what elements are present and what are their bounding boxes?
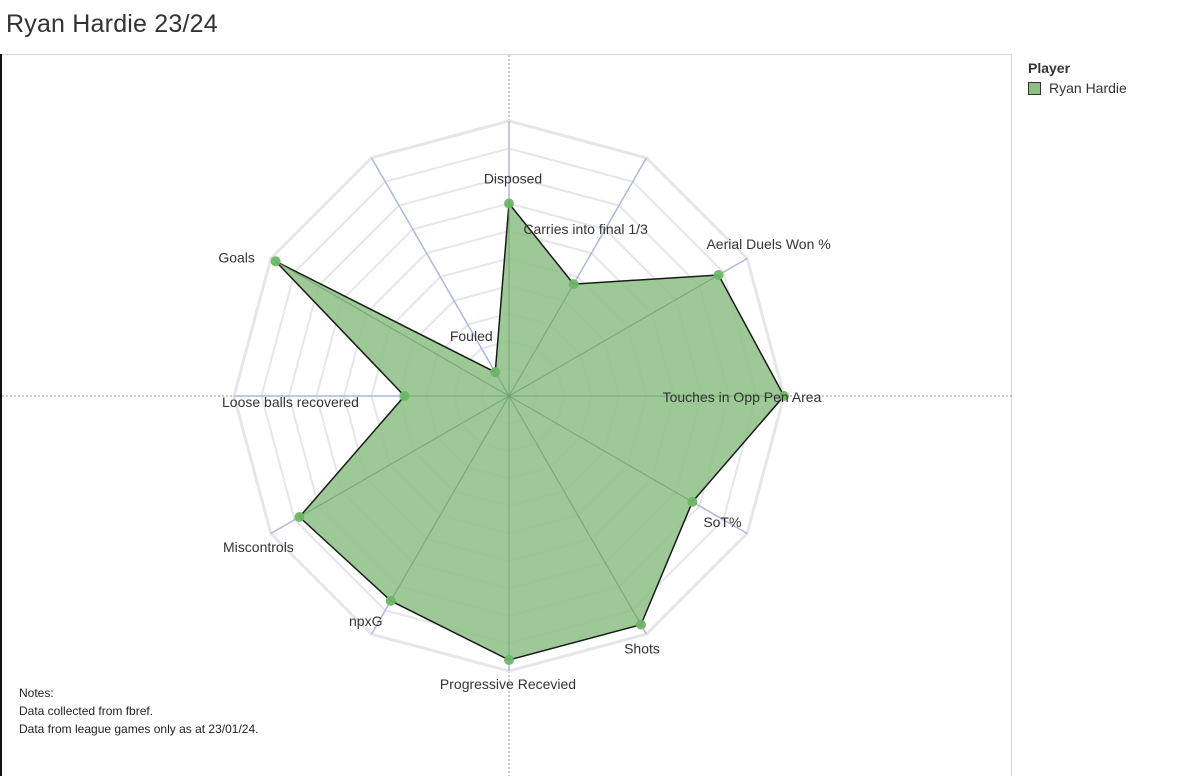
data-point	[294, 512, 305, 522]
series-spoke	[508, 283, 575, 397]
radar-series	[270, 198, 789, 665]
series-spoke	[299, 395, 510, 518]
axis-label: Progressive Recevied	[440, 676, 576, 692]
data-point	[713, 270, 724, 280]
series-spoke	[508, 395, 693, 503]
axis-label: Fouled	[450, 328, 493, 344]
data-point	[779, 391, 789, 401]
data-point	[504, 655, 514, 665]
notes-heading: Notes:	[19, 686, 54, 700]
data-point	[504, 198, 514, 209]
legend-swatch	[1028, 81, 1041, 95]
axis-label: Carries into final 1/3	[523, 221, 648, 237]
axis-label: Goals	[218, 249, 255, 265]
chart-title: Ryan Hardie 23/24	[6, 10, 218, 38]
notes-line: Data collected from fbref.	[19, 704, 154, 718]
axis-label: Miscontrols	[223, 539, 294, 555]
data-point	[687, 496, 698, 507]
series-spoke	[390, 395, 510, 602]
axis-label: Touches in Opp Pen Area	[663, 389, 822, 405]
axis-spoke	[370, 157, 510, 397]
axis-label: Disposed	[484, 171, 542, 187]
legend-item[interactable]: Ryan Hardie	[1028, 80, 1127, 96]
axis-label: Loose balls recovered	[222, 394, 359, 410]
legend-item-label: Ryan Hardie	[1049, 80, 1127, 96]
data-point	[385, 595, 396, 606]
axis-label: Shots	[624, 641, 660, 657]
data-point	[399, 391, 410, 401]
series-spoke	[508, 274, 719, 397]
notes: Notes: Data collected from fbref. Data f…	[19, 684, 258, 738]
axis-label: npxG	[349, 613, 382, 629]
series-spoke	[275, 260, 510, 397]
legend-title: Player	[1028, 60, 1071, 76]
legend: Player Ryan Hardie	[1028, 60, 1127, 96]
radar-axis-labels: Disposed Carries into final 1/3 Aerial Due…	[218, 171, 830, 693]
data-point	[490, 367, 501, 378]
data-point	[568, 279, 579, 290]
axis-label: Aerial Duels Won %	[706, 236, 830, 252]
left-edge-bar	[0, 54, 2, 776]
axis-label: SoT%	[703, 514, 741, 530]
series-spoke	[508, 395, 642, 625]
data-point	[270, 256, 281, 267]
chart-area	[0, 54, 1012, 776]
notes-line: Data from league games only as at 23/01/…	[19, 722, 259, 736]
data-point	[636, 619, 646, 630]
